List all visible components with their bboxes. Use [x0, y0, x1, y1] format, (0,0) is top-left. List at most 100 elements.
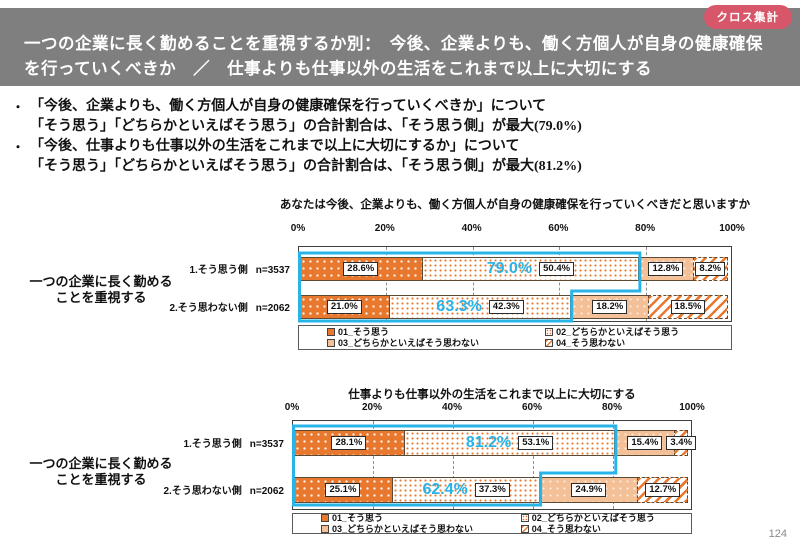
legend-swatch: [520, 514, 529, 522]
legend-label: 01_そう思う: [332, 512, 384, 523]
summary-bullets: ・ 「今後、企業よりも、働く方個人が自身の健康確保を行っていくべきか」について …: [12, 97, 582, 177]
plot-area: 28.6% 79.0% 50.4% 12.8% 8.2% 21.0% 63.3% 42.3% 1…: [298, 246, 732, 322]
row-label-text: 2.そう思わない側: [163, 486, 242, 497]
value-label: 42.3%: [488, 299, 524, 315]
bar-segment-4: 12.7%: [637, 477, 688, 503]
axis-tick-label: 40%: [441, 402, 463, 413]
bar-segment-4: 18.5%: [648, 295, 728, 319]
legend-item: 04_そう思わない: [520, 524, 691, 535]
row-label: 1.そう思う側 n=3537: [0, 261, 296, 276]
value-label: 8.2%: [695, 261, 726, 277]
row-label-text: 1.そう思う側: [183, 439, 242, 450]
legend-item: 01_そう思う: [321, 513, 521, 524]
bullet-1-text: 「今後、企業よりも、働く方個人が自身の健康確保を行っていくべきか」について 「そ…: [30, 97, 582, 137]
value-label: 3.4%: [666, 435, 697, 451]
bullet-1-line-2: 「そう思う」「どちらかといえばそう思う」の合計割合は、「そう思う側」が最大(79…: [30, 119, 582, 134]
value-label: 28.6%: [343, 261, 379, 277]
value-label: 25.1%: [325, 482, 361, 498]
bar-segment-1: 21.0%: [299, 295, 390, 319]
value-label: 18.5%: [670, 299, 706, 315]
combined-value-label: 63.3%: [436, 298, 482, 315]
bullet-icon: ・: [12, 100, 25, 114]
row-n-label: n=3537: [255, 265, 290, 276]
legend: 01_そう思う 02_どちらかといえばそう思う 03_どちらかといえばそう思わない 0…: [298, 325, 732, 350]
row-label: 2.そう思わない側 n=2062: [0, 299, 296, 314]
bar-row: 25.1% 62.4% 37.3% 24.9% 12.7%: [293, 477, 691, 503]
legend-item: 03_どちらかといえばそう思わない: [327, 338, 545, 349]
header-title-line1: 一つの企業に長く勤めることを重視するか別： 今後、企業よりも、働く方個人が自身の…: [24, 34, 763, 53]
bar-segment-1: 28.1%: [293, 430, 405, 456]
page-number: 124: [768, 528, 787, 540]
axis-tick-label: 20%: [361, 402, 383, 413]
value-label: 28.1%: [331, 435, 367, 451]
legend-label: 02_どちらかといえばそう思う: [556, 326, 680, 337]
bar-segment-2: 81.2% 53.1%: [403, 430, 616, 456]
bar-row: 21.0% 63.3% 42.3% 18.2% 18.5%: [299, 295, 731, 319]
row-label-text: 2.そう思わない側: [169, 303, 248, 314]
group-label-line1: 一つの企業に長く勤める: [29, 274, 173, 289]
axis-tick-label: 100%: [719, 223, 745, 234]
bar-segment-3: 12.8%: [638, 257, 694, 281]
value-label: 50.4%: [539, 261, 575, 277]
bullet-item-2: ・ 「今後、仕事よりも仕事以外の生活をこれまで以上に大切にするか」について 「そ…: [12, 137, 582, 177]
legend-item: 02_どちらかといえばそう思う: [520, 512, 691, 524]
group-label-line1: 一つの企業に長く勤める: [29, 456, 173, 471]
legend-swatch: [321, 514, 329, 522]
bar-segment-2: 62.4% 37.3%: [391, 477, 541, 503]
axis-tick-label: 20%: [374, 223, 395, 234]
bar-segment-3: 15.4%: [614, 430, 676, 456]
value-label: 53.1%: [518, 435, 554, 451]
bar-segment-4: 8.2%: [692, 257, 728, 281]
row-label-text: 1.そう思う側: [189, 265, 248, 276]
axis-tick-label: 0%: [290, 223, 306, 234]
legend-swatch: [327, 328, 335, 336]
legend-label: 04_そう思わない: [556, 337, 626, 348]
legend-swatch: [321, 525, 329, 533]
bar-segment-3: 18.2%: [570, 295, 650, 319]
group-label-line2: ことを重視する: [55, 290, 147, 305]
group-label-line2: ことを重視する: [55, 472, 147, 487]
axis-tick-label: 100%: [679, 402, 705, 413]
value-label: 24.9%: [571, 482, 607, 498]
row-n-label: n=3537: [249, 439, 284, 450]
chart-title: あなたは今後、企業よりも、働く方個人が自身の健康確保を行っていくべきだと思います…: [279, 199, 751, 211]
bullet-2-line-1: 「今後、仕事よりも仕事以外の生活をこれまで以上に大切にするか」について: [30, 139, 520, 154]
chart-health-initiative: あなたは今後、企業よりも、働く方個人が自身の健康確保を行っていくべきだと思います…: [0, 196, 800, 366]
axis-tick-label: 60%: [548, 223, 569, 234]
legend-item: 04_そう思わない: [545, 338, 731, 349]
legend-label: 03_どちらかといえばそう思わない: [332, 523, 474, 534]
gridline: [646, 247, 648, 321]
chart-title: 仕事よりも仕事以外の生活をこれまで以上に大切にする: [348, 389, 636, 401]
value-label: 12.7%: [645, 482, 681, 498]
row-label: 1.そう思う側 n=3537: [0, 435, 290, 450]
bar-segment-2: 63.3% 42.3%: [388, 295, 572, 319]
bar-segment-1: 28.6%: [299, 257, 423, 281]
bar-segment-3: 24.9%: [539, 477, 639, 503]
legend-item: 01_そう思う: [327, 327, 545, 338]
bar-row: 28.1% 81.2% 53.1% 15.4% 3.4%: [293, 430, 697, 456]
plot-area: 28.1% 81.2% 53.1% 15.4% 3.4% 25.1% 62.4% 37.3% 2…: [292, 420, 697, 510]
legend-item: 02_どちらかといえばそう思う: [545, 327, 731, 338]
bar-row: 28.6% 79.0% 50.4% 12.8% 8.2%: [299, 257, 731, 281]
axis-tick-label: 0%: [284, 402, 300, 413]
value-label: 21.0%: [326, 299, 362, 315]
row-n-label: n=2062: [255, 303, 290, 314]
legend-item: 03_どちらかといえばそう思わない: [321, 524, 521, 535]
group-label: 一つの企業に長く勤める ことを重視する: [6, 274, 196, 306]
bullet-2-line-2: 「そう思う」「どちらかといえばそう思う」の合計割合は、「そう思う側」が最大(81…: [30, 159, 582, 174]
cross-tab-badge: クロス集計: [703, 5, 792, 29]
legend-label: 03_どちらかといえばそう思わない: [338, 337, 480, 348]
legend-label: 02_どちらかといえばそう思う: [531, 512, 655, 523]
combined-value-label: 62.4%: [422, 481, 468, 498]
bar-segment-2: 79.0% 50.4%: [421, 257, 640, 281]
legend-swatch: [545, 328, 554, 336]
axis-tick-label: 60%: [521, 402, 543, 413]
legend-swatch: [327, 339, 335, 347]
value-label: 15.4%: [627, 435, 663, 451]
axis-tick-label: 40%: [461, 223, 482, 234]
legend: 01_そう思う 02_どちらかといえばそう思う 03_どちらかといえばそう思わない 0…: [292, 513, 692, 534]
axis-tick-label: 80%: [635, 223, 656, 234]
legend-swatch: [545, 339, 554, 347]
axis-tick-label: 80%: [601, 402, 623, 413]
